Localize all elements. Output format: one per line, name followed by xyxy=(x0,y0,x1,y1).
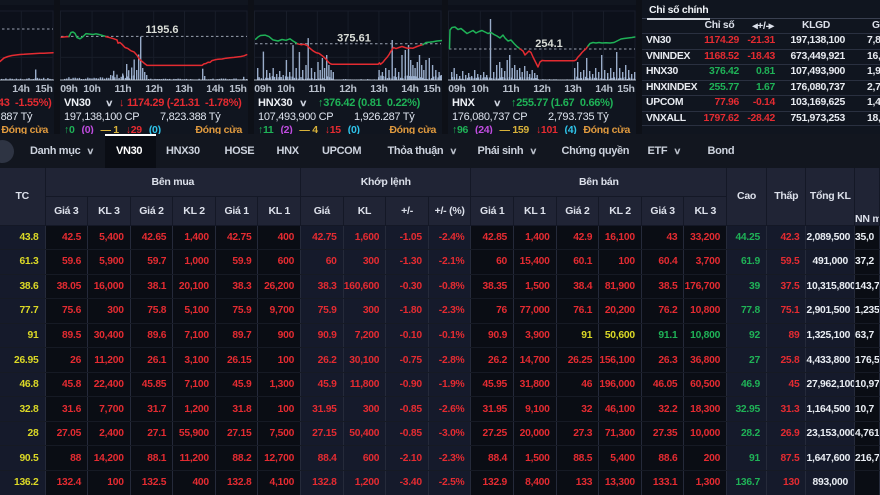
svg-text:1195.6: 1195.6 xyxy=(145,24,178,36)
svg-text:254.1: 254.1 xyxy=(535,38,563,50)
svg-text:375.61: 375.61 xyxy=(337,33,371,45)
